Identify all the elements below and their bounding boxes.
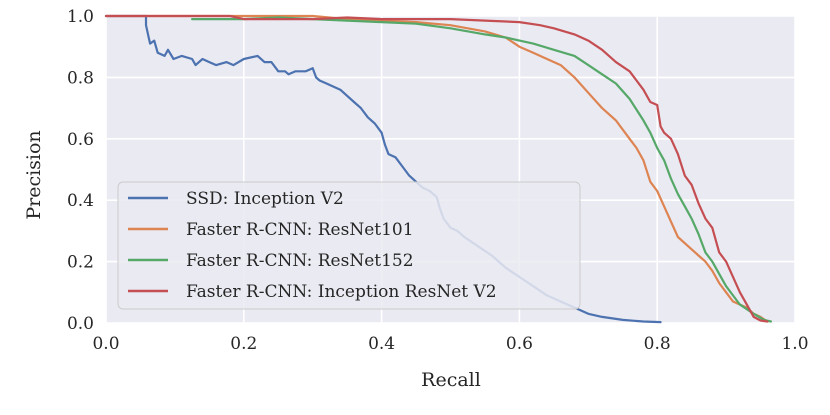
x-axis-label: Recall [421, 369, 481, 391]
series-line-3 [104, 14, 769, 323]
legend: SSD: Inception V2 Faster R-CNN: ResNet10… [117, 181, 581, 310]
x-tick-label: 0.8 [644, 334, 671, 354]
legend-entry-inception-resnet-v2: Faster R-CNN: Inception ResNet V2 [128, 282, 497, 302]
x-axis-ticks: 0.0 0.2 0.4 0.6 0.8 1.0 [92, 334, 808, 354]
y-tick-label: 0.4 [67, 191, 94, 211]
legend-label-resnet152: Faster R-CNN: ResNet152 [186, 251, 414, 271]
x-tick-label: 0.2 [230, 334, 257, 354]
legend-entry-resnet101: Faster R-CNN: ResNet101 [128, 220, 414, 240]
y-tick-label: 0.0 [67, 314, 94, 334]
y-tick-label: 1.0 [67, 7, 94, 27]
y-tick-label: 0.2 [67, 253, 94, 273]
legend-label-resnet101: Faster R-CNN: ResNet101 [186, 220, 414, 240]
y-axis-label: Precision [23, 130, 45, 219]
y-axis-ticks: 0.0 0.2 0.4 0.6 0.8 1.0 [67, 7, 94, 334]
legend-label-ssd: SSD: Inception V2 [186, 189, 344, 209]
legend-frame [117, 181, 581, 310]
x-tick-label: 0.0 [92, 334, 119, 354]
legend-entry-ssd: SSD: Inception V2 [128, 189, 344, 209]
series-line-1 [104, 14, 769, 323]
x-tick-label: 0.4 [368, 334, 395, 354]
x-tick-label: 0.6 [506, 334, 533, 354]
legend-label-inception-resnet-v2: Faster R-CNN: Inception ResNet V2 [186, 282, 497, 302]
y-tick-label: 0.6 [67, 130, 94, 150]
y-tick-label: 0.8 [67, 68, 94, 88]
legend-entry-resnet152: Faster R-CNN: ResNet152 [128, 251, 414, 271]
series-line-2 [191, 16, 772, 323]
x-tick-label: 1.0 [781, 334, 808, 354]
